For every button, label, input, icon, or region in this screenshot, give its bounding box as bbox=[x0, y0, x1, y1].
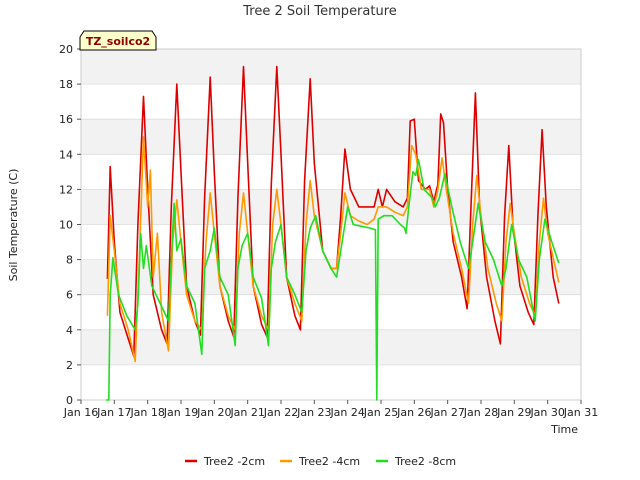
chart-title: Tree 2 Soil Temperature bbox=[242, 4, 397, 19]
x-tick-label: Jan 23 bbox=[296, 406, 331, 419]
site-tag-box bbox=[79, 30, 157, 51]
x-tick-label: Jan 18 bbox=[129, 406, 164, 419]
x-tick-label: Jan 25 bbox=[363, 406, 398, 419]
y-tick-label: 8 bbox=[66, 254, 73, 267]
site-tag-label: TZ_soilco2 bbox=[86, 35, 150, 48]
y-axis-ticks: 0 2 4 6 8 10 12 14 16 18 20 bbox=[59, 43, 81, 407]
x-tick-label: Jan 22 bbox=[263, 406, 298, 419]
site-tag: TZ_soilco2 bbox=[79, 30, 157, 51]
y-tick-label: 20 bbox=[59, 43, 73, 56]
y-tick-label: 14 bbox=[59, 148, 73, 161]
grid-band bbox=[81, 329, 581, 365]
y-axis-label: Soil Temperature (C) bbox=[7, 169, 20, 282]
y-tick-label: 18 bbox=[59, 78, 73, 91]
x-tick-label: Jan 20 bbox=[196, 406, 231, 419]
y-tick-label: 12 bbox=[59, 183, 73, 196]
x-tick-label: Jan 28 bbox=[463, 406, 498, 419]
y-tick-label: 0 bbox=[66, 394, 73, 407]
x-tick-label: Jan 30 bbox=[529, 406, 564, 419]
x-tick-label: Jan 26 bbox=[396, 406, 431, 419]
x-tick-label: Jan 19 bbox=[163, 406, 198, 419]
x-tick-label: Jan 24 bbox=[329, 406, 364, 419]
grid-band bbox=[81, 259, 581, 295]
x-tick-label: Jan 29 bbox=[496, 406, 531, 419]
x-tick-label: Jan 27 bbox=[429, 406, 464, 419]
x-tick-label: Jan 16 bbox=[63, 406, 98, 419]
legend: Tree2 -2cm Tree2 -4cm Tree2 -8cm bbox=[185, 455, 456, 468]
y-tick-label: 10 bbox=[59, 219, 73, 232]
series-lines bbox=[106, 65, 560, 401]
grid-band bbox=[81, 189, 581, 225]
grid-band bbox=[81, 119, 581, 155]
legend-label: Tree2 -2cm bbox=[203, 455, 265, 468]
legend-label: Tree2 -4cm bbox=[298, 455, 360, 468]
y-tick-label: 16 bbox=[59, 113, 73, 126]
y-tick-label: 2 bbox=[66, 359, 73, 372]
legend-label: Tree2 -8cm bbox=[394, 455, 456, 468]
x-tick-label: Jan 21 bbox=[229, 406, 264, 419]
grid-band bbox=[81, 49, 581, 85]
x-axis-label: Time bbox=[550, 423, 578, 436]
x-tick-label: Jan 31 bbox=[563, 406, 598, 419]
y-tick-label: 6 bbox=[66, 289, 73, 302]
x-tick-label: Jan 17 bbox=[96, 406, 131, 419]
y-tick-label: 4 bbox=[66, 324, 73, 337]
series-line bbox=[106, 158, 560, 401]
